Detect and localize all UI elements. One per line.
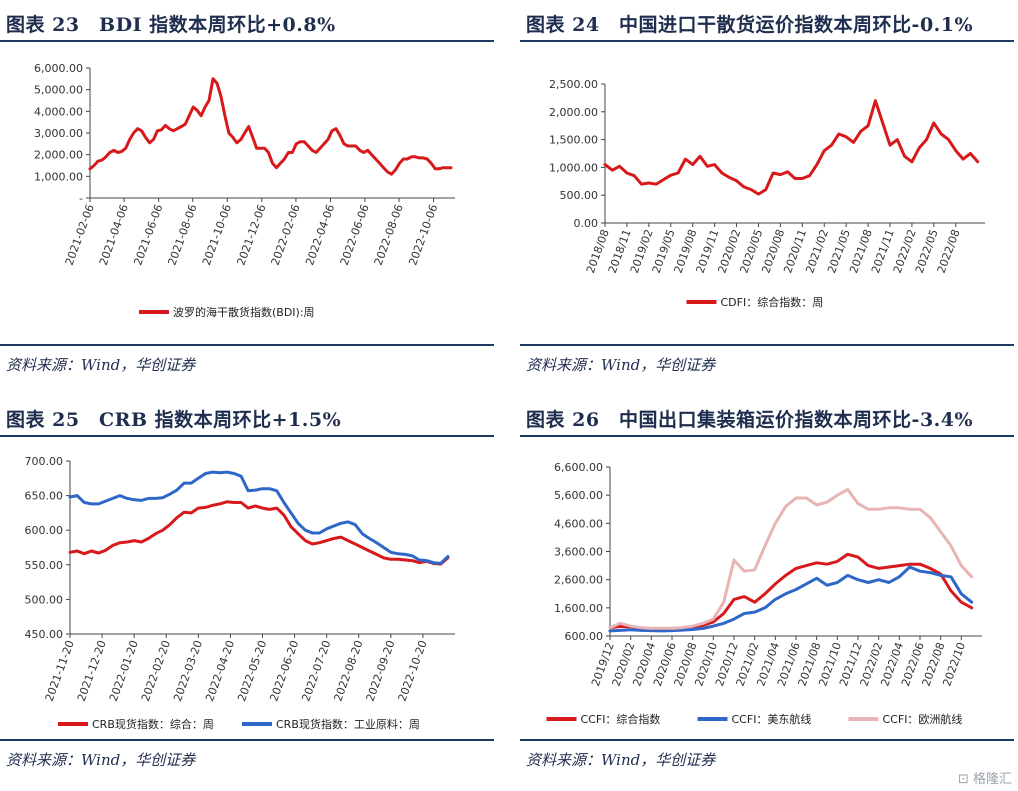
panel-title: 图表 24 中国进口干散货运价指数本周环比-0.1% <box>526 14 974 36</box>
x-tick-label: 2022-06-06 <box>338 203 372 268</box>
x-tick-label: 2022-09-20 <box>364 639 398 704</box>
x-tick-label: 2021-10-06 <box>200 203 234 268</box>
source-note: 资料来源：Wind，华创证券 <box>6 356 196 374</box>
y-tick-label: - <box>79 192 83 205</box>
watermark-text: 格隆汇 <box>972 772 1012 787</box>
watermark-icon: ⊡ <box>957 772 969 787</box>
panel-crb: 图表 25 CRB 指数本周环比+1.5% 450.00 500.00 550.00… <box>0 395 494 787</box>
y-tick-label: 2,500.00 <box>549 78 598 91</box>
series-line-0 <box>68 500 450 566</box>
y-tick-label: 2,000.00 <box>34 149 83 162</box>
legend-label: 波罗的海干散货指数(BDI):周 <box>173 305 315 319</box>
panel-cdfi: 图表 24 中国进口干散货运价指数本周环比-0.1% 0.00 500.00 1,0… <box>520 0 1014 392</box>
chart-bdi: - 1,000.00 2,000.00 3,000.00 4,000.00 5,000.0… <box>34 62 455 319</box>
legend-label: CRB现货指数：综合：周 <box>92 717 214 731</box>
y-tick-label: 550.00 <box>25 559 64 572</box>
chart-cdfi: 0.00 500.00 1,000.00 1,500.00 2,000.00 2,500.… <box>549 78 985 309</box>
x-tick-label: 2022-08-06 <box>372 203 406 268</box>
y-tick-label: 600.00 <box>565 630 604 643</box>
legend-label: CDFI：综合指数：周 <box>721 295 824 309</box>
series-line-0 <box>88 77 453 176</box>
watermark-logo: ⊡ 格隆汇 <box>958 768 1012 787</box>
y-tick-label: 700.00 <box>25 455 64 468</box>
y-tick-label: 4,000.00 <box>34 105 83 118</box>
panel-title: 图表 26 中国出口集装箱运价指数本周环比-3.4% <box>526 409 974 431</box>
panel-title: 图表 23 BDI 指数本周环比+0.8% <box>6 14 336 36</box>
y-tick-label: 500.00 <box>25 593 64 606</box>
x-tick-label: 2021-11-20 <box>43 639 77 704</box>
y-tick-label: 5,000.00 <box>34 84 83 97</box>
x-tick-label: 2022-10-20 <box>396 639 430 704</box>
panel-ccfi: 图表 26 中国出口集装箱运价指数本周环比-3.4% 600.00 1,600.0… <box>520 395 1014 787</box>
y-tick-label: 1,600.00 <box>554 602 603 615</box>
x-tick-label: 2022-04-20 <box>203 639 237 704</box>
x-tick-label: 2022-10-06 <box>406 203 440 268</box>
source-rule <box>520 739 1014 741</box>
y-tick-label: 1,500.00 <box>549 134 598 147</box>
legend-label: CCFI：美东航线 <box>732 712 812 726</box>
series-line-1 <box>608 565 974 633</box>
x-tick-label: 2022-02-06 <box>269 203 303 268</box>
panel-title: 图表 25 CRB 指数本周环比+1.5% <box>6 409 342 431</box>
y-tick-label: 4,600.00 <box>554 517 603 530</box>
source-note: 资料来源：Wind，华创证券 <box>526 356 716 374</box>
title-rule <box>520 435 1014 437</box>
source-rule <box>0 739 494 741</box>
x-tick-label: 2022-03-20 <box>171 639 205 704</box>
legend-label: CRB现货指数：工业原料：周 <box>276 717 420 731</box>
x-tick-label: 2022-06-20 <box>267 639 301 704</box>
legend-label: CCFI：欧洲航线 <box>883 712 963 726</box>
x-tick-label: 2021-12-20 <box>75 639 109 704</box>
y-tick-label: 1,000.00 <box>549 161 598 174</box>
x-tick-label: 2022-07-20 <box>299 639 333 704</box>
x-tick-label: 2021-12-06 <box>235 203 269 268</box>
y-tick-label: 2,600.00 <box>554 574 603 587</box>
source-rule <box>520 344 1014 346</box>
x-tick-label: 2022-08-20 <box>331 639 365 704</box>
source-rule <box>0 344 494 346</box>
x-tick-label: 2022-04-06 <box>303 203 337 268</box>
y-tick-label: 5,600.00 <box>554 489 603 502</box>
chart-crb: 450.00 500.00 550.00 600.00 650.00 700.00 2021… <box>25 455 455 731</box>
y-tick-label: 1,000.00 <box>34 170 83 183</box>
x-tick-label: 2022-02-20 <box>139 639 173 704</box>
chart-ccfi: 600.00 1,600.00 2,600.00 3,600.00 4,600.00 5,… <box>546 461 982 726</box>
title-rule <box>0 40 494 42</box>
series-line-1 <box>68 470 450 565</box>
y-tick-label: 2,000.00 <box>549 106 598 119</box>
y-tick-label: 3,000.00 <box>34 127 83 140</box>
x-tick-label: 2022-05-20 <box>235 639 269 704</box>
y-tick-label: 600.00 <box>25 524 64 537</box>
y-tick-label: 3,600.00 <box>554 546 603 559</box>
y-tick-label: 0.00 <box>574 217 599 230</box>
y-tick-label: 6,000.00 <box>34 62 83 75</box>
title-rule <box>0 435 494 437</box>
title-rule <box>520 40 1014 42</box>
x-tick-label: 2021-04-06 <box>97 203 131 268</box>
y-tick-label: 500.00 <box>560 189 599 202</box>
y-tick-label: 650.00 <box>25 490 64 503</box>
source-note: 资料来源：Wind，华创证券 <box>526 751 716 769</box>
panel-bdi: 图表 23 BDI 指数本周环比+0.8% - 1,000.00 2,000.00 3… <box>0 0 494 392</box>
x-tick-label: 2021-06-06 <box>131 203 165 268</box>
legend-label: CCFI：综合指数 <box>581 712 661 726</box>
series-line-0 <box>603 99 980 196</box>
x-tick-label: 2021-08-06 <box>165 203 199 268</box>
series-line-2 <box>608 488 974 630</box>
y-tick-label: 450.00 <box>25 628 64 641</box>
y-tick-label: 6,600.00 <box>554 461 603 474</box>
source-note: 资料来源：Wind，华创证券 <box>6 751 196 769</box>
x-tick-label: 2022-01-20 <box>107 639 141 704</box>
x-tick-label: 2021-02-06 <box>63 203 97 268</box>
